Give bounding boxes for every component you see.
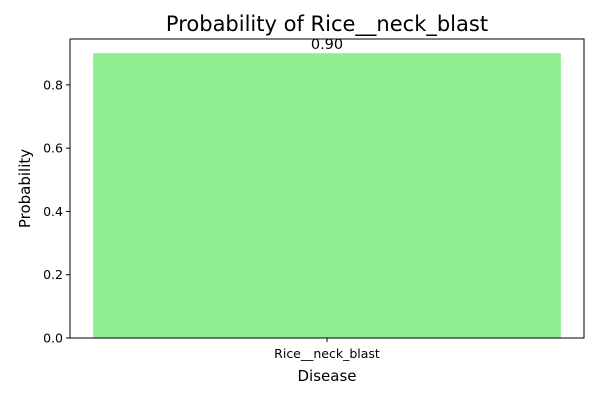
x-axis-label: Disease	[298, 367, 357, 385]
y-axis-label: Probability	[16, 149, 34, 228]
y-tick-label: 0.2	[43, 267, 63, 282]
y-tick-label: 0.4	[43, 204, 63, 219]
x-tick-label: Rice__neck_blast	[274, 346, 380, 361]
bar-0	[93, 53, 561, 338]
plot-area: 0.90	[93, 37, 561, 338]
bar-value-label: 0.90	[311, 37, 343, 53]
y-tick-label: 0.6	[43, 141, 63, 156]
chart-title: Probability of Rice__neck_blast	[166, 12, 488, 37]
y-tick-label: 0.0	[43, 331, 63, 346]
x-axis: Rice__neck_blast	[274, 338, 380, 361]
y-axis: 0.0 0.2 0.4 0.6 0.8	[43, 77, 70, 346]
y-tick-label: 0.8	[43, 77, 63, 92]
